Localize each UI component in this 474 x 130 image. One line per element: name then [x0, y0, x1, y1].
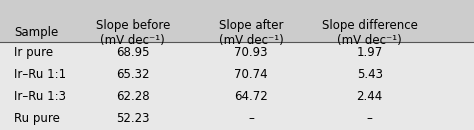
- Text: 70.74: 70.74: [235, 68, 268, 81]
- Text: Ir–Ru 1:3: Ir–Ru 1:3: [14, 90, 66, 103]
- Text: 65.32: 65.32: [116, 68, 149, 81]
- Text: 5.43: 5.43: [357, 68, 383, 81]
- Text: Slope difference
(mV dec⁻¹): Slope difference (mV dec⁻¹): [322, 18, 418, 47]
- Text: 1.97: 1.97: [356, 46, 383, 59]
- Text: –: –: [367, 112, 373, 125]
- Text: 52.23: 52.23: [116, 112, 149, 125]
- Text: 68.95: 68.95: [116, 46, 149, 59]
- Text: Ir–Ru 1:1: Ir–Ru 1:1: [14, 68, 66, 81]
- Text: Ir pure: Ir pure: [14, 46, 54, 59]
- FancyBboxPatch shape: [0, 0, 474, 42]
- Text: 64.72: 64.72: [234, 90, 268, 103]
- Text: –: –: [248, 112, 254, 125]
- Text: Ru pure: Ru pure: [14, 112, 60, 125]
- Text: Slope before
(mV dec⁻¹): Slope before (mV dec⁻¹): [96, 18, 170, 47]
- Text: 62.28: 62.28: [116, 90, 149, 103]
- Text: 70.93: 70.93: [235, 46, 268, 59]
- Text: 2.44: 2.44: [356, 90, 383, 103]
- Text: Slope after
(mV dec⁻¹): Slope after (mV dec⁻¹): [219, 18, 283, 47]
- Text: Sample: Sample: [14, 26, 58, 39]
